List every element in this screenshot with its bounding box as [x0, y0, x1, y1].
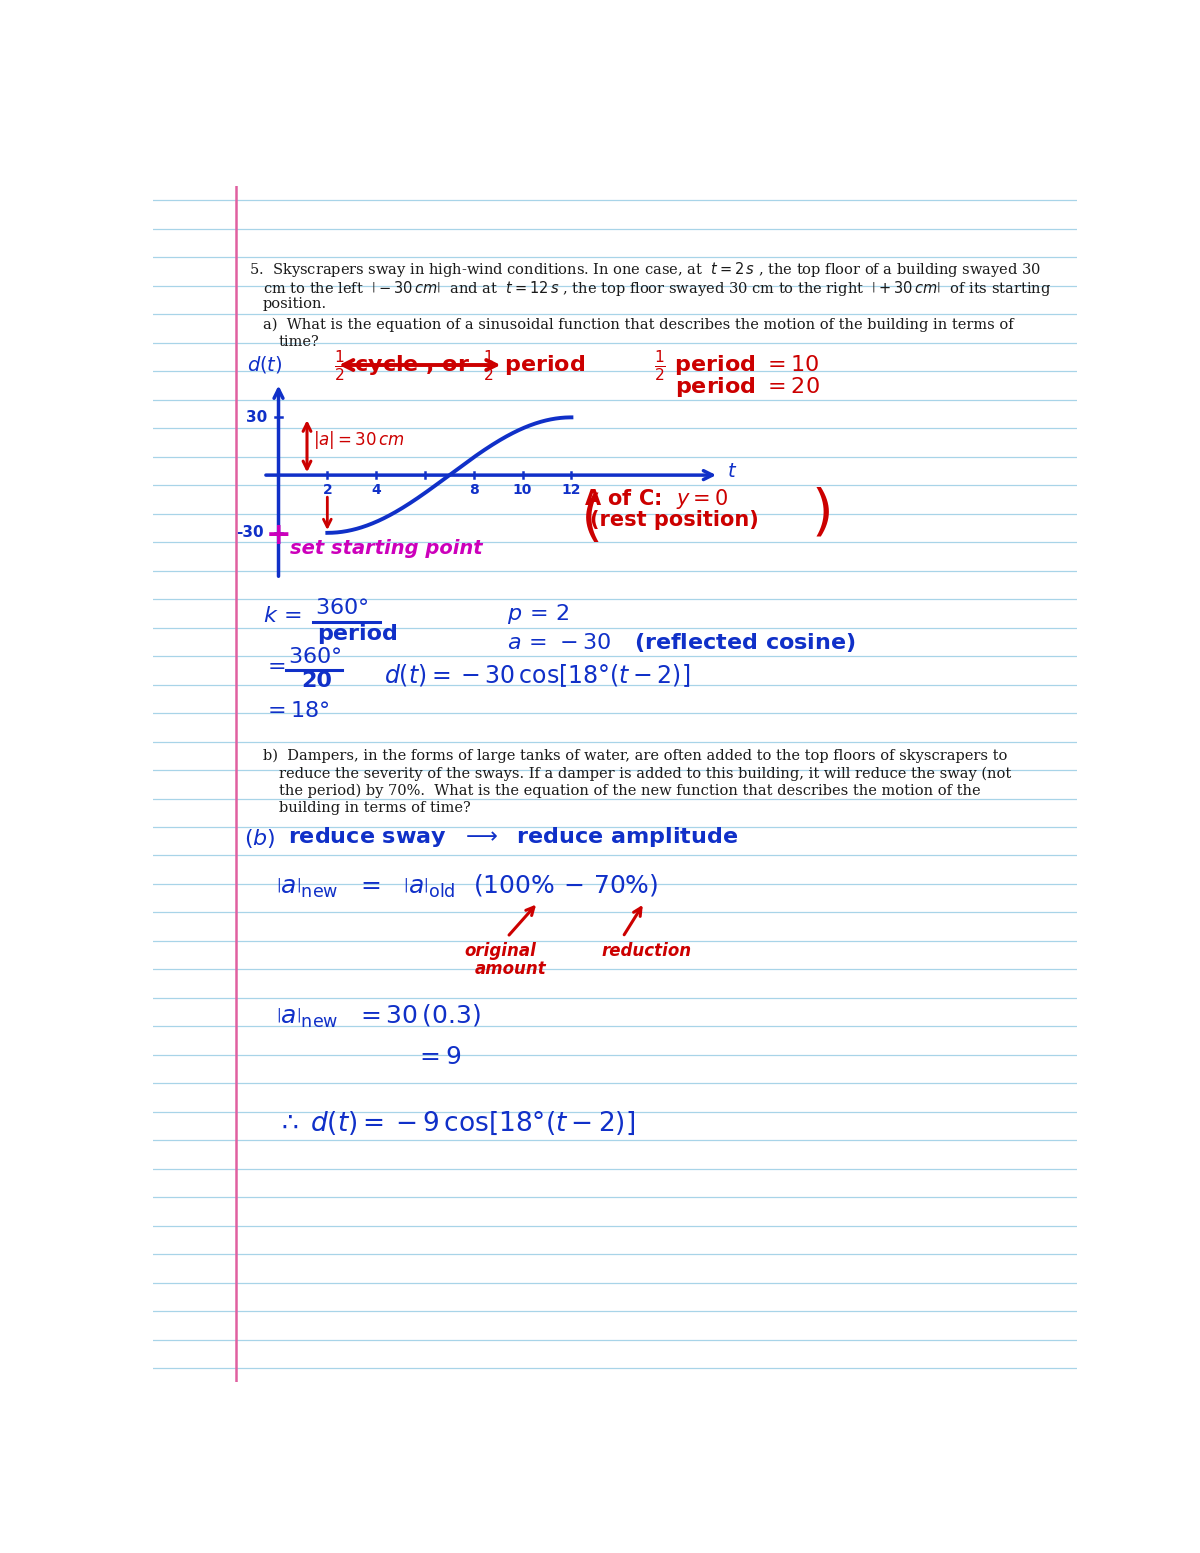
Text: 12: 12 [562, 483, 581, 497]
Text: reduce sway  $\longrightarrow$  reduce amplitude: reduce sway $\longrightarrow$ reduce amp… [288, 826, 738, 849]
Text: b)  Dampers, in the forms of large tanks of water, are often added to the top fl: b) Dampers, in the forms of large tanks … [263, 749, 1008, 763]
Text: $360°$: $360°$ [288, 646, 341, 666]
Text: 8: 8 [469, 483, 479, 497]
Text: $\frac{1}{2}$ cycle , or  $\frac{1}{2}$ period: $\frac{1}{2}$ cycle , or $\frac{1}{2}$ p… [334, 348, 586, 384]
Text: 30: 30 [246, 410, 266, 426]
Text: 2: 2 [323, 483, 332, 497]
Text: $= 9$: $= 9$ [415, 1045, 462, 1068]
Text: 5.  Skyscrapers sway in high-wind conditions. In one case, at  $t=2\,s$ , the to: 5. Skyscrapers sway in high-wind conditi… [250, 261, 1042, 280]
Text: 10: 10 [512, 483, 533, 497]
Text: +: + [265, 520, 292, 550]
Text: amount: amount [475, 960, 547, 978]
Text: original: original [464, 943, 536, 960]
Text: $t$: $t$ [727, 461, 737, 481]
Text: -30: -30 [236, 525, 264, 540]
Text: $\frac{1}{2}$ period $= 10$: $\frac{1}{2}$ period $= 10$ [654, 348, 818, 384]
Text: $d(t) = -30\,\cos\!\left[18°(t-2)\right]$: $d(t) = -30\,\cos\!\left[18°(t-2)\right]… [384, 662, 690, 690]
Text: 4: 4 [371, 483, 382, 497]
Text: $=$: $=$ [263, 654, 286, 674]
Text: $p\,=\,2$: $p\,=\,2$ [508, 603, 570, 626]
Text: period $= 20$: period $= 20$ [676, 374, 820, 399]
Text: (rest position): (rest position) [590, 509, 760, 530]
Text: A of C:  $y = 0$: A of C: $y = 0$ [584, 486, 728, 511]
Text: $\left|a\right|_{\mathrm{new}}$  $= 30\,(0.3)$: $\left|a\right|_{\mathrm{new}}$ $= 30\,(… [276, 1003, 481, 1030]
Text: reduction: reduction [602, 943, 692, 960]
Text: position.: position. [263, 297, 328, 311]
Text: period: period [317, 624, 398, 644]
Text: $(b)$: $(b)$ [244, 828, 275, 849]
Text: $\left|a\right|_{\mathrm{new}}$  $=$  $\left|a\right|_{\mathrm{old}}$  $\left(10: $\left|a\right|_{\mathrm{new}}$ $=$ $\le… [276, 873, 659, 901]
Text: reduce the severity of the sways. If a damper is added to this building, it will: reduce the severity of the sways. If a d… [278, 767, 1010, 781]
Text: a)  What is the equation of a sinusoidal function that describes the motion of t: a) What is the equation of a sinusoidal … [263, 317, 1014, 332]
Text: set starting point: set starting point [290, 539, 482, 558]
Text: cm to the left  $\left|-30\,cm\right|$  and at  $t=12\,s$ , the top floor swayed: cm to the left $\left|-30\,cm\right|$ an… [263, 278, 1051, 298]
Text: ): ) [811, 486, 833, 540]
Text: building in terms of time?: building in terms of time? [278, 801, 470, 815]
Text: $d(t)$: $d(t)$ [247, 354, 282, 376]
Text: $= 18°$: $= 18°$ [263, 700, 330, 721]
Text: the period) by 70%.  What is the equation of the new function that describes the: the period) by 70%. What is the equation… [278, 784, 980, 798]
Text: 20: 20 [301, 671, 332, 691]
Text: $k\,=\,$: $k\,=\,$ [263, 606, 302, 626]
Text: $360°$: $360°$ [314, 598, 368, 618]
Text: time?: time? [278, 335, 319, 349]
Text: $a\,=\,-30$   (reflected cosine): $a\,=\,-30$ (reflected cosine) [508, 632, 856, 654]
Text: $\therefore\; d(t) = -9\,\cos\!\left[18°(t-2)\right]$: $\therefore\; d(t) = -9\,\cos\!\left[18°… [276, 1110, 635, 1137]
Text: ): ) [572, 486, 594, 540]
Text: $|a| = 30\,cm$: $|a| = 30\,cm$ [313, 430, 406, 452]
